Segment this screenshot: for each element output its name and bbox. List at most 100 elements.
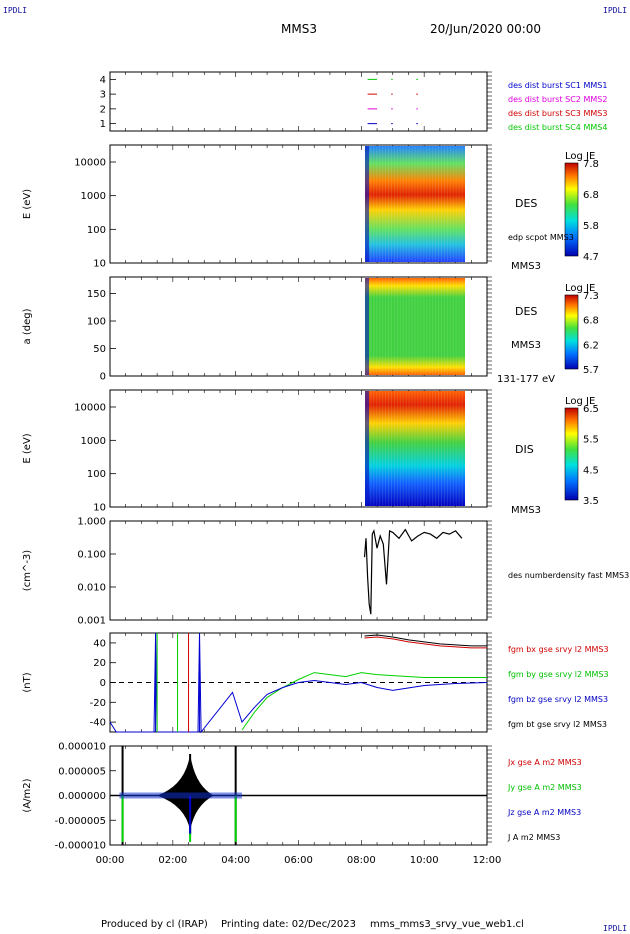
legend-mms4: des dist burst SC4 MMS4	[508, 123, 607, 132]
des-energy-spectrogram-data	[364, 146, 466, 262]
des-energy-spectrogram-colorbar-label: Log JE	[565, 151, 595, 162]
des-energy-spectrogram-colorbar-tick: 6.8	[583, 190, 599, 201]
dis-energy-spectrogram-ytick-label: 10	[93, 503, 106, 514]
des-energy-spectrogram-instrument: DES	[515, 197, 537, 210]
current-ytick-label: 0.000000	[58, 791, 106, 802]
current-ytick-label: 0.000005	[58, 766, 106, 777]
des-pitch-angle-instrument: DES	[515, 305, 537, 318]
density-ytick-label: 0.001	[77, 616, 106, 627]
current-legend: Jz gse A m2 MMS3	[507, 808, 581, 817]
dis-energy-spectrogram-ylabel: E (eV)	[22, 433, 33, 463]
dis-energy-spectrogram-data	[364, 391, 466, 506]
current-legend: Jy gse A m2 MMS3	[507, 783, 582, 792]
density-ytick-label: 0.010	[77, 583, 106, 594]
current-ylabel: (A/m2)	[22, 778, 33, 812]
des-pitch-angle-spacecraft: MMS3	[511, 340, 541, 351]
xaxis-tick-label: 02:00	[158, 855, 187, 866]
des-energy-spectrogram-ylabel: E (eV)	[22, 189, 33, 219]
des-energy-spectrogram-ytick-label: 1000	[81, 191, 106, 202]
xaxis-tick-label: 00:00	[96, 855, 125, 866]
des-pitch-angle-colorbar-tick: 5.7	[583, 365, 599, 376]
bfield-legend: fgm bz gse srvy l2 MMS3	[508, 695, 608, 704]
bfield-ytick-label: -40	[90, 718, 106, 729]
dis-energy-spectrogram-colorbar-tick: 5.5	[583, 435, 599, 446]
density-ytick-label: 0.100	[77, 550, 106, 561]
current-noise	[119, 792, 242, 799]
bfield-by-line	[241, 672, 487, 731]
bfield-ytick-label: 0	[100, 678, 106, 689]
des-pitch-angle-colorbar-tick: 6.2	[583, 340, 599, 351]
bfield-ytick-label: -20	[90, 698, 106, 709]
current-legend: J A m2 MMS3	[507, 833, 560, 842]
des-pitch-angle-colorbar-label: Log JE	[565, 283, 595, 294]
footer-printing-date: Printing date: 02/Dec/2023	[221, 919, 357, 930]
bfield-legend: fgm bt gse srvy l2 MMS3	[508, 720, 607, 729]
xaxis-tick-label: 10:00	[410, 855, 439, 866]
bfield-legend: fgm by gse srvy l2 MMS3	[508, 670, 609, 679]
des-energy-spectrogram-ytick-label: 100	[87, 225, 106, 236]
xaxis-tick-label: 04:00	[221, 855, 250, 866]
panel-frame-0	[109, 71, 488, 132]
xaxis-tick-label: 06:00	[284, 855, 313, 866]
des-pitch-angle-colorbar-tick: 7.3	[583, 291, 599, 302]
des-energy-spectrogram-ytick-label: 10000	[74, 158, 106, 169]
des-pitch-angle-energy-range: 131-177 eV	[497, 374, 555, 385]
density-ytick-label: 1.000	[77, 517, 106, 528]
dis-energy-spectrogram-instrument: DIS	[515, 443, 534, 456]
bfield-ytick-label: 20	[93, 658, 106, 669]
legend-mms2: des dist burst SC2 MMS2	[508, 95, 607, 104]
bfield-bz-line	[109, 632, 488, 734]
des-energy-spectrogram-overlay: edp scpot MMS3	[508, 233, 574, 242]
date-title: 20/Jun/2020 00:00	[430, 22, 542, 36]
des-energy-spectrogram-colorbar-tick: 5.8	[583, 221, 599, 232]
footer-produced-by: Produced by cl (IRAP)	[101, 919, 208, 930]
des-pitch-angle-data	[364, 278, 466, 375]
spacecraft-title: MMS3	[281, 22, 317, 36]
current-ytick-label: 0.000010	[58, 742, 106, 753]
des-energy-spectrogram-ytick-label: 10	[93, 259, 106, 270]
des-pitch-angle-colorbar	[564, 294, 579, 370]
des-pitch-angle-ylabel: a (deg)	[22, 308, 33, 344]
corner-label-left: IPDLI	[3, 6, 28, 15]
des-energy-spectrogram-spacecraft: MMS3	[511, 261, 541, 272]
xaxis-tick-label: 08:00	[347, 855, 376, 866]
dis-energy-spectrogram-spacecraft: MMS3	[511, 505, 541, 516]
des-energy-spectrogram-colorbar	[564, 162, 579, 257]
current-legend: Jx gse A m2 MMS3	[507, 758, 582, 767]
dis-energy-spectrogram-colorbar-tick: 6.5	[583, 404, 599, 415]
des-pitch-angle-ytick-label: 150	[87, 289, 106, 300]
xaxis-tick-label: 12:00	[473, 855, 502, 866]
density-line	[363, 528, 463, 615]
panel-frame-4	[109, 520, 488, 621]
dis-energy-spectrogram-colorbar-tick: 4.5	[583, 465, 599, 476]
corner-label-bottom-right: IPDLI	[603, 924, 628, 933]
current-ytick-label: -0.000010	[55, 841, 106, 852]
des-pitch-angle-ytick-label: 50	[93, 344, 106, 355]
availability-ytick-label: 3	[100, 90, 106, 101]
density-legend: des numberdensity fast MMS3	[508, 571, 629, 580]
dis-energy-spectrogram-ytick-label: 1000	[81, 436, 106, 447]
density-ylabel: (cm^-3)	[22, 550, 33, 591]
bfield-bt-line	[364, 634, 487, 647]
dis-energy-spectrogram-colorbar-label: Log JE	[565, 396, 595, 407]
legend-mms1: des dist burst SC1 MMS1	[508, 81, 607, 90]
availability-ytick-label: 4	[100, 75, 106, 86]
current-ytick-label: -0.000005	[55, 816, 106, 827]
des-energy-spectrogram-colorbar-tick: 4.7	[583, 252, 599, 263]
dis-energy-spectrogram-colorbar-tick: 3.5	[583, 496, 599, 507]
bfield-bx-line	[364, 636, 487, 649]
dis-energy-spectrogram-colorbar	[564, 407, 579, 501]
availability-ytick-label: 2	[100, 104, 106, 115]
legend-mms3: des dist burst SC3 MMS3	[508, 109, 607, 118]
des-pitch-angle-ytick-label: 100	[87, 317, 106, 328]
corner-label-right: IPDLI	[603, 6, 628, 15]
dis-energy-spectrogram-ytick-label: 100	[87, 469, 106, 480]
des-energy-spectrogram-colorbar-tick: 7.8	[583, 159, 599, 170]
dis-energy-spectrogram-ytick-label: 10000	[74, 403, 106, 414]
current-burst	[157, 754, 214, 831]
bfield-legend: fgm bx gse srvy l2 MMS3	[508, 645, 609, 654]
des-pitch-angle-ytick-label: 0	[100, 372, 106, 383]
availability-ytick-label: 1	[100, 119, 106, 130]
bfield-ytick-label: 40	[93, 638, 106, 649]
